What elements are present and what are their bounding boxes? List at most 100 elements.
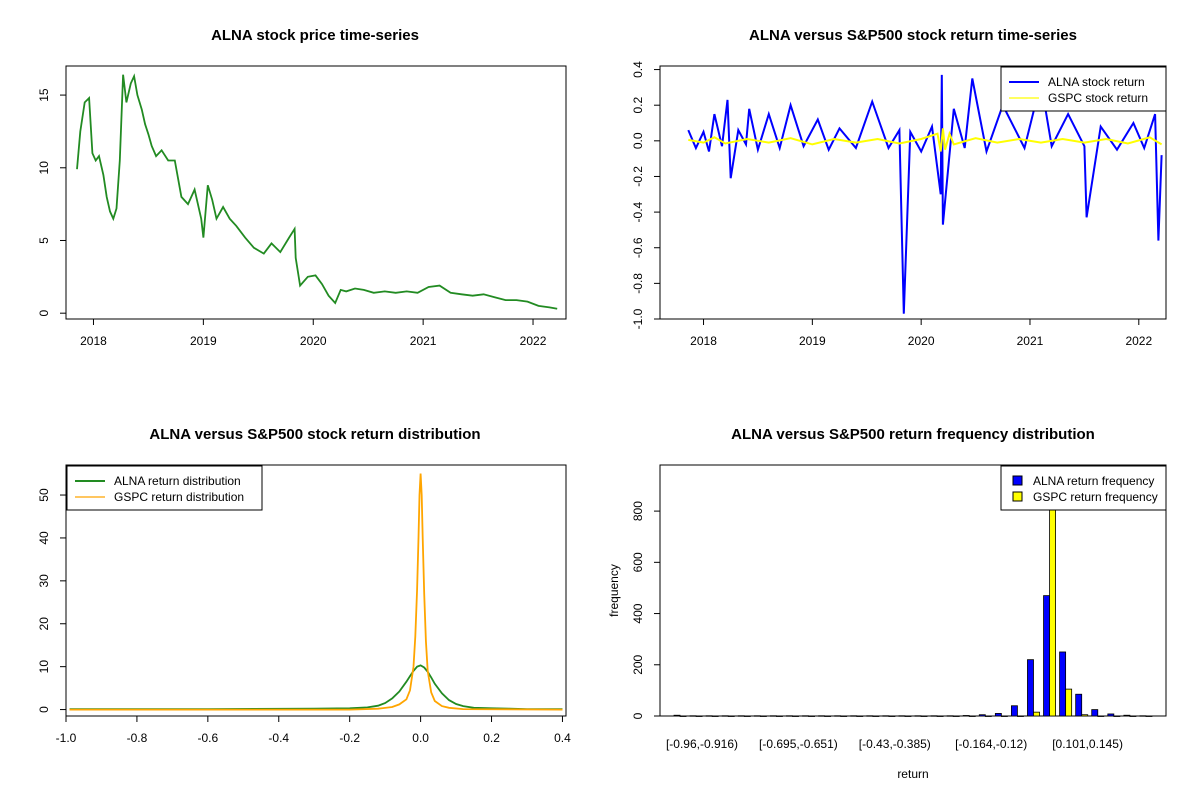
bar [1059, 651, 1067, 717]
bar [904, 715, 912, 717]
bar [1075, 693, 1083, 717]
bar [872, 715, 880, 717]
bar [759, 715, 767, 717]
x-tick-label: 2020 [300, 334, 327, 348]
bar [888, 715, 896, 717]
bar [930, 715, 938, 717]
x-tick-label: [0.101,0.145) [1052, 737, 1123, 751]
bar [1113, 715, 1121, 717]
x-tick-label: -1.0 [56, 731, 77, 745]
bar [978, 714, 986, 717]
legend-swatch [1012, 491, 1023, 502]
bar [882, 715, 890, 717]
y-tick-label: 800 [631, 501, 645, 521]
legend-label: GSPC stock return [1048, 91, 1148, 105]
y-tick-label: 5 [37, 237, 51, 244]
chart-title: ALNA versus S&P500 stock return time-ser… [749, 27, 1077, 44]
x-tick-label: 2022 [520, 334, 547, 348]
y-tick-label: 40 [37, 531, 51, 545]
bar [1011, 705, 1018, 717]
x-tick-label: -0.2 [339, 731, 360, 745]
x-tick-label: 2021 [1017, 334, 1044, 348]
bar [1097, 715, 1105, 717]
bar [808, 715, 815, 717]
bar [968, 715, 976, 717]
legend: ALNA stock return GSPC stock return [1000, 66, 1167, 112]
bar [1107, 713, 1115, 717]
x-tick-label: 2019 [190, 334, 217, 348]
y-tick-label: 0 [631, 712, 645, 719]
bar [776, 715, 783, 717]
bar [705, 715, 713, 717]
bar [679, 715, 687, 717]
chart-panel-4: ALNA versus S&P500 return frequency dist… [607, 426, 1167, 781]
series-line-1 [69, 664, 563, 710]
legend-box [1000, 465, 1167, 511]
bar [1129, 715, 1137, 717]
legend-label: ALNA return distribution [114, 474, 241, 488]
bar [824, 715, 832, 717]
legend-label: GSPC return frequency [1033, 490, 1158, 504]
chart-panel-3: ALNA versus S&P500 stock return distribu… [37, 426, 571, 745]
x-tick-label: [-0.96,-0.916) [666, 737, 738, 751]
bar [840, 715, 848, 717]
x-tick-label: 2018 [80, 334, 107, 348]
bar [834, 715, 842, 717]
x-tick-label: -0.4 [268, 731, 289, 745]
y-tick-label: 0.4 [631, 61, 645, 78]
y-axis-label: frequency [607, 564, 621, 617]
bar [898, 715, 906, 717]
x-tick-label: -0.8 [127, 731, 148, 745]
bar [962, 715, 970, 717]
y-tick-label: -0.2 [631, 166, 645, 187]
legend-box [66, 465, 263, 511]
x-tick-label: 2022 [1125, 334, 1152, 348]
x-tick-label: 2018 [690, 334, 717, 348]
y-tick-label: 10 [37, 161, 51, 175]
bar [936, 715, 944, 717]
x-tick-label: 0.2 [483, 731, 500, 745]
bar [753, 715, 761, 717]
bar [711, 715, 719, 717]
bar [802, 715, 809, 717]
bar [743, 715, 751, 717]
series-line-2 [69, 473, 563, 711]
chart-panel-1: ALNA stock price time-series 2018 2019 2020… [37, 27, 567, 348]
series-line-1 [687, 74, 1163, 314]
bar [818, 715, 826, 717]
bar [1091, 709, 1099, 717]
bar [721, 715, 729, 717]
bar [673, 714, 681, 717]
x-tick-label: [-0.164,-0.12) [955, 737, 1027, 751]
x-tick-label: 0.4 [554, 731, 571, 745]
bar [727, 715, 735, 717]
bar [1033, 711, 1040, 717]
bar [946, 715, 954, 717]
legend-label: ALNA return frequency [1033, 474, 1154, 488]
bar [1145, 715, 1153, 717]
y-tick-label: 0.2 [631, 97, 645, 114]
x-tick-label: [-0.43,-0.385) [859, 737, 931, 751]
bar [689, 715, 697, 717]
series-line-2 [688, 128, 1163, 152]
y-tick-label: -0.8 [631, 273, 645, 294]
x-tick-label: 2020 [908, 334, 935, 348]
bar [1043, 595, 1050, 717]
legend-label: GSPC return distribution [114, 490, 244, 504]
bar [1017, 715, 1024, 717]
y-tick-label: 0 [37, 706, 51, 713]
y-tick-label: 0 [37, 310, 51, 317]
bar [786, 715, 793, 717]
y-tick-label: 50 [37, 488, 51, 502]
y-tick-label: -0.6 [631, 237, 645, 258]
bar [866, 715, 874, 717]
y-tick-label: 400 [631, 603, 645, 623]
y-tick-label: 10 [37, 660, 51, 674]
bar [920, 715, 928, 717]
series-line-1 [76, 73, 558, 310]
bar [792, 715, 799, 717]
plot-frame [659, 464, 1167, 717]
chart-title: ALNA stock price time-series [211, 27, 419, 44]
bar [994, 713, 1002, 717]
